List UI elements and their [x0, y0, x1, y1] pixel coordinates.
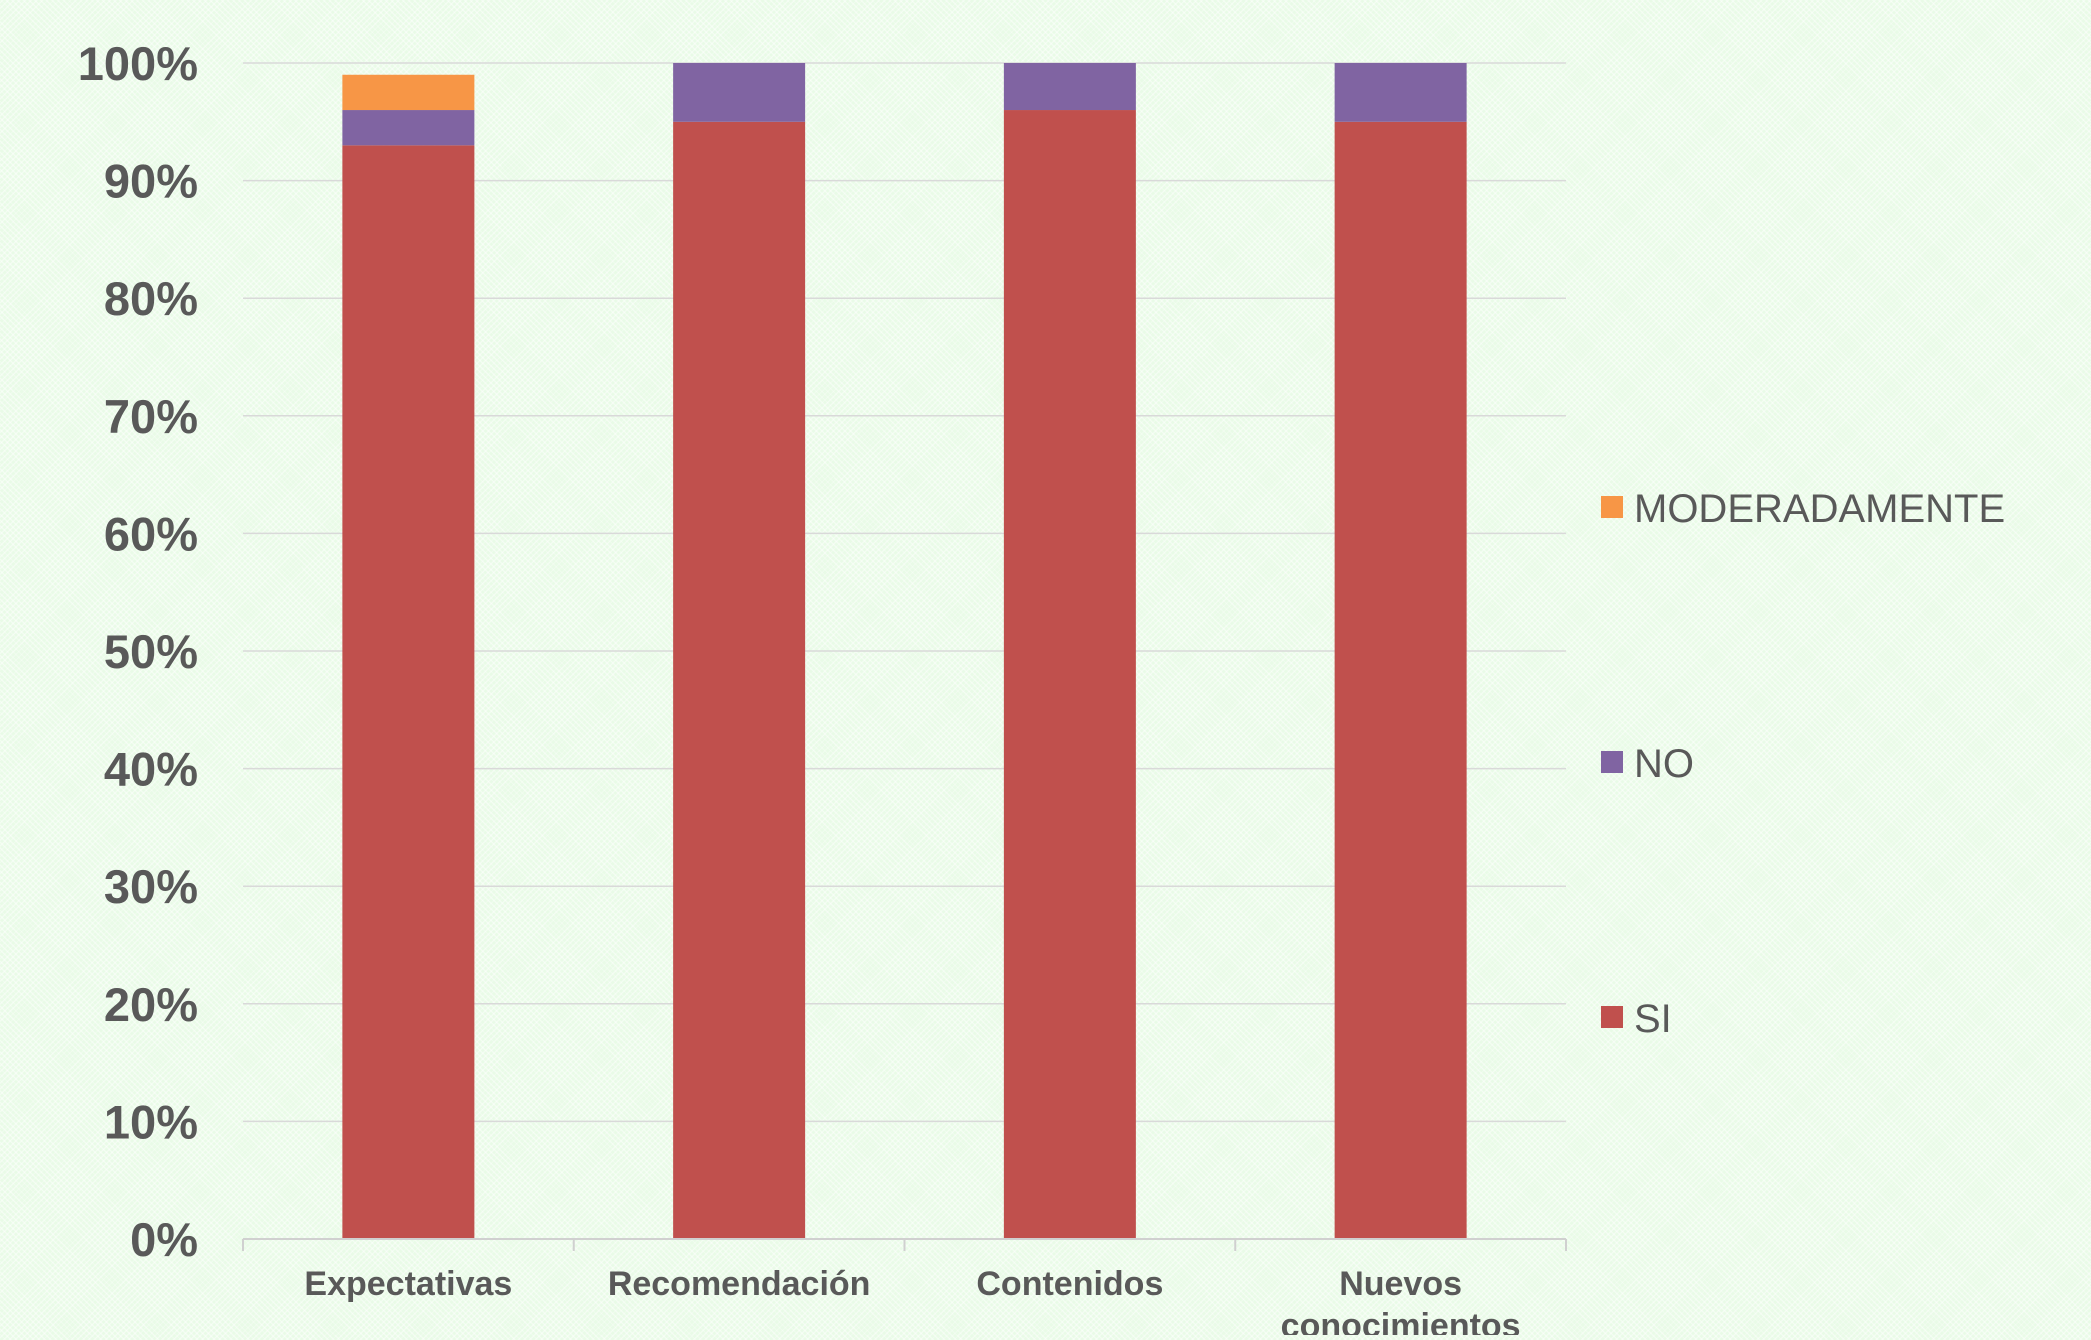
legend: MODERADAMENTE NO SI — [1601, 487, 2005, 1041]
y-tick-label: 80% — [104, 272, 198, 325]
y-tick-label: 60% — [104, 507, 198, 560]
bar-segment-moderadamente-0 — [342, 74, 475, 111]
bar-segment-si-2 — [1003, 110, 1136, 1239]
y-tick-label: 0% — [130, 1213, 198, 1266]
y-tick-label: 40% — [104, 743, 198, 796]
bar-segment-si-0 — [342, 145, 475, 1239]
legend-label-si: SI — [1634, 997, 1672, 1041]
x-tick-label: Expectativas — [304, 1265, 512, 1303]
y-tick-label: 30% — [104, 860, 198, 913]
bar-segment-no-2 — [1003, 63, 1136, 111]
axes: 0% 10% 20% 30% 40% 50% 60% 70% 80% 90% 100% Expecta… — [78, 37, 1567, 1340]
y-tick-label: 10% — [104, 1095, 198, 1148]
bar-segment-si-1 — [673, 121, 806, 1239]
y-tick-label: 20% — [104, 978, 198, 1031]
x-tick-label: Contenidos — [976, 1265, 1163, 1303]
legend-swatch-moderadamente — [1601, 496, 1623, 518]
legend-swatch-no — [1601, 751, 1623, 773]
y-tick-label: 90% — [104, 155, 198, 208]
x-tick-label: Nuevos conocimientos — [1281, 1265, 1521, 1335]
legend-label-no: NO — [1634, 742, 1694, 786]
y-tick-label: 70% — [104, 390, 198, 443]
y-tick-label: 50% — [104, 625, 198, 678]
legend-swatch-si — [1601, 1006, 1623, 1028]
bar-segment-no-1 — [673, 63, 806, 122]
x-tick-label: Recomendación — [608, 1265, 871, 1303]
legend-label-moderadamente: MODERADAMENTE — [1634, 487, 2005, 531]
bar-segment-no-0 — [342, 110, 475, 146]
bar-segment-no-3 — [1334, 63, 1467, 122]
bars — [342, 63, 1467, 1239]
y-tick-label: 100% — [78, 37, 198, 90]
bar-segment-si-3 — [1334, 121, 1467, 1239]
